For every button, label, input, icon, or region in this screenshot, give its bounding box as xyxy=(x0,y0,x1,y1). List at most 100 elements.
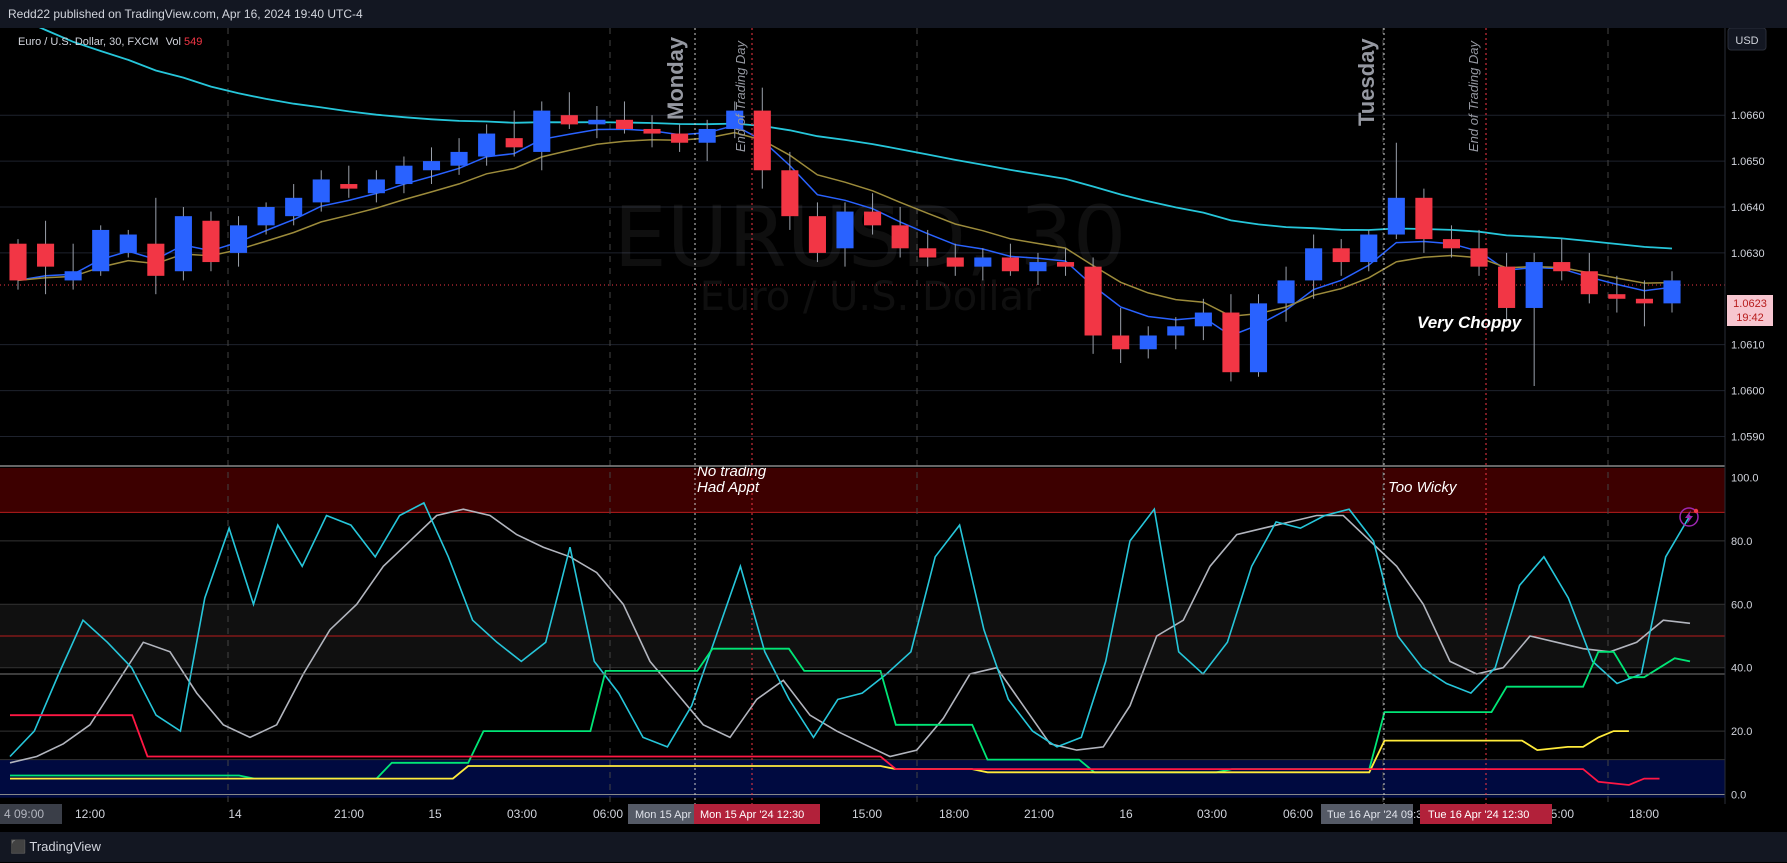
time-tick-label: 06:00 xyxy=(1283,807,1313,821)
overbought-band xyxy=(0,468,1725,513)
candle-body xyxy=(1663,280,1681,304)
candle-body xyxy=(533,110,551,152)
candle-body xyxy=(202,220,220,263)
candle-body xyxy=(1001,257,1019,272)
candle-body xyxy=(478,133,496,157)
price-tick-label: 1.0630 xyxy=(1731,248,1765,260)
candle-body xyxy=(1360,234,1378,263)
candle-body xyxy=(560,115,578,125)
annotations: Monday End of Trading Day Tuesday End of Tr… xyxy=(663,36,1523,496)
left-edge-badge xyxy=(0,804,62,824)
candle-body xyxy=(698,128,716,143)
candle-body xyxy=(1442,239,1461,249)
countdown: 19:42 xyxy=(1736,312,1764,324)
time-tick-label: 18:00 xyxy=(939,807,969,821)
vertical-annotation[interactable]: Tuesday xyxy=(1354,38,1379,126)
candle-body xyxy=(229,225,248,253)
candle-body xyxy=(422,161,441,171)
candle-body xyxy=(1332,248,1350,263)
vol-value: 549 xyxy=(184,36,202,48)
candle-body xyxy=(1553,262,1571,272)
ema-slow-line xyxy=(17,131,1673,317)
brand-name: TradingView xyxy=(29,839,101,854)
currency-button[interactable] xyxy=(1727,28,1767,51)
time-tick-label: 18:00 xyxy=(1629,807,1659,821)
watermark-name: Euro / U.S. Dollar xyxy=(700,274,1041,320)
time-tick-label: 21:00 xyxy=(1024,807,1054,821)
candle-body xyxy=(1277,280,1295,304)
vol-label: Vol xyxy=(166,36,181,48)
time-tick-label: 12:00 xyxy=(75,807,105,821)
candle-body xyxy=(1580,271,1598,295)
candle-body xyxy=(1194,312,1212,327)
candle-body xyxy=(395,165,413,185)
candle-body xyxy=(1415,197,1433,240)
candle-body xyxy=(836,211,854,249)
osc-cyan-line xyxy=(9,501,1691,758)
watermark-symbol: EURUSD, 30 xyxy=(614,188,1127,286)
crosshair-label-2b: Tue 16 Apr '24 12:30 xyxy=(1428,809,1529,821)
time-tick-label: 03:00 xyxy=(1197,807,1227,821)
symbol-line: Euro / U.S. Dollar, 30, FXCM xyxy=(18,36,159,48)
candle-body xyxy=(671,133,689,143)
chart-area[interactable]: EURUSD, 30 Euro / U.S. Dollar Monday End … xyxy=(0,28,1787,832)
candle-body xyxy=(1498,266,1516,308)
crosshair-badge-1b xyxy=(694,804,820,824)
vertical-annotation[interactable]: Monday xyxy=(663,36,688,120)
chart-background xyxy=(0,28,1787,832)
candle-body xyxy=(891,225,909,249)
candle-body xyxy=(340,184,358,189)
candle-body xyxy=(588,119,606,125)
publish-info: Redd22 published on TradingView.com, Apr… xyxy=(8,7,363,21)
price-tick-label: 1.0600 xyxy=(1731,386,1765,398)
candle-body xyxy=(37,243,55,267)
osc-tick-label: 0.0 xyxy=(1731,789,1746,801)
time-tick-label: 15:00 xyxy=(852,807,882,821)
price-tick-label: 1.0590 xyxy=(1731,431,1765,443)
osc-red-line xyxy=(10,714,1660,786)
left-edge-label: 4 09:00 xyxy=(4,807,44,821)
candle-body xyxy=(753,110,771,171)
text-annotation[interactable]: Had Appt xyxy=(697,479,760,496)
symbol-legend[interactable]: Euro / U.S. Dollar, 30, FXCM Vol 549 xyxy=(18,36,202,48)
candle-body xyxy=(9,243,27,281)
osc-tick-label: 80.0 xyxy=(1731,536,1752,548)
publish-header: Redd22 published on TradingView.com, Apr… xyxy=(0,0,1787,28)
vertical-annotation[interactable]: End of Trading Day xyxy=(733,39,748,152)
candle-body xyxy=(119,234,137,253)
candle-body xyxy=(615,119,634,129)
price-axis[interactable] xyxy=(1725,28,1787,804)
footer: ⬛ TradingView xyxy=(0,832,1787,862)
candle-body xyxy=(1525,262,1543,308)
text-annotation[interactable]: No trading xyxy=(697,463,767,480)
candle-body xyxy=(946,257,964,267)
candle-body xyxy=(257,206,275,226)
vertical-grid xyxy=(227,28,1609,804)
price-tick-label: 1.0640 xyxy=(1731,202,1765,214)
tradingview-brand[interactable]: ⬛ TradingView xyxy=(10,832,101,863)
lightning-icon[interactable] xyxy=(1679,507,1699,527)
candle-body xyxy=(1029,262,1047,272)
crosshair-label-2a: Tue 16 Apr '24 09:30 xyxy=(1327,809,1428,821)
vertical-annotation[interactable]: End of Trading Day xyxy=(1466,39,1481,152)
osc-green-line xyxy=(10,647,1691,780)
time-tick-label: 14 xyxy=(228,807,242,821)
candle-body xyxy=(808,216,826,253)
candle-body xyxy=(92,229,110,272)
osc-tick-label: 20.0 xyxy=(1731,726,1752,738)
candle-body xyxy=(1635,298,1653,304)
candle-body xyxy=(367,179,385,194)
osc-tick-label: 60.0 xyxy=(1731,599,1752,611)
candle-body xyxy=(1249,303,1268,373)
candle-body xyxy=(285,197,303,217)
candle-body xyxy=(864,211,882,226)
text-annotation[interactable]: Very Choppy xyxy=(1417,313,1523,332)
crosshair-label-1b: Mon 15 Apr '24 12:30 xyxy=(700,809,804,821)
candle-body xyxy=(1608,294,1626,299)
candle-body xyxy=(781,170,799,217)
text-annotation[interactable]: Too Wicky xyxy=(1388,479,1458,496)
osc-gray-line xyxy=(9,508,1691,764)
candle-body xyxy=(450,151,468,166)
candle-body xyxy=(1222,312,1240,373)
candle-body xyxy=(505,138,523,148)
